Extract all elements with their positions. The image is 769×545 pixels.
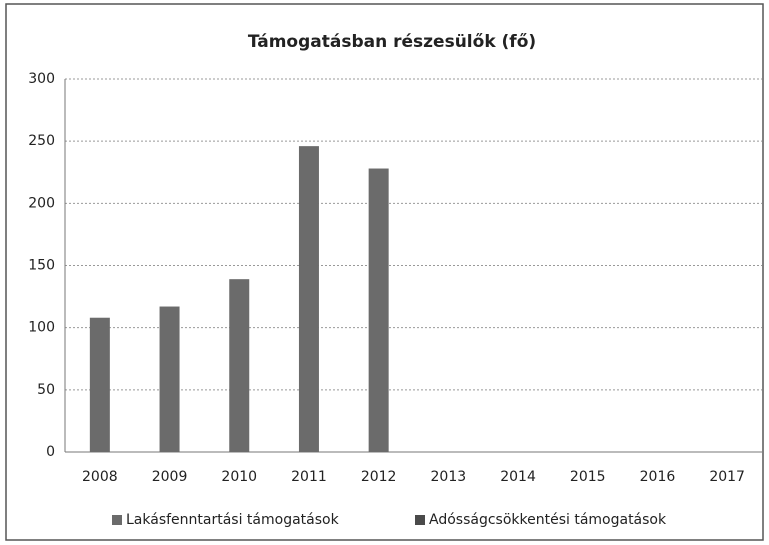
y-tick-label: 0 [46,444,55,460]
legend-swatch [112,515,122,525]
x-tick-label: 2009 [152,469,188,485]
chart-title: Támogatásban részesülők (fő) [248,32,536,52]
bar [159,306,180,452]
x-tick-label: 2016 [640,469,676,485]
x-tick-label: 2017 [709,469,745,485]
x-tick-label: 2012 [361,469,397,485]
x-tick-label: 2010 [221,469,257,485]
bar [368,168,389,452]
x-tick-label: 2015 [570,469,606,485]
x-tick-label: 2014 [500,469,536,485]
y-tick-label: 100 [28,320,55,336]
y-tick-label: 50 [37,382,55,398]
y-tick-label: 150 [28,258,55,274]
x-tick-label: 2013 [431,469,467,485]
y-tick-label: 250 [28,133,55,149]
legend-label: Adósságcsökkentési támogatások [429,512,667,528]
bar [298,146,319,452]
y-tick-label: 200 [28,195,55,211]
legend-label: Lakásfenntartási támogatások [126,512,340,528]
bar [89,317,110,452]
x-tick-label: 2008 [82,469,118,485]
legend-swatch [415,515,425,525]
x-tick-label: 2011 [291,469,327,485]
bar [229,279,250,452]
y-tick-label: 300 [28,71,55,87]
